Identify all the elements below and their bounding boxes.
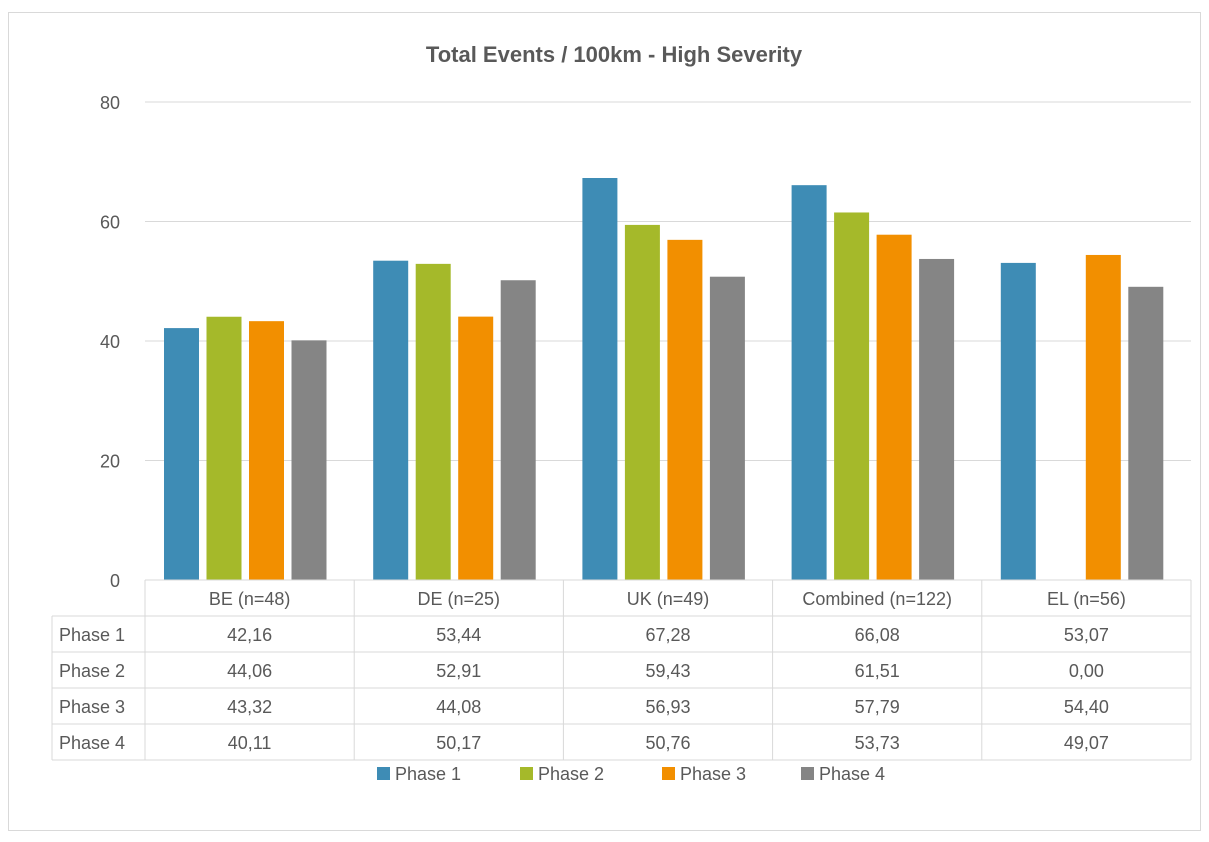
legend-label: Phase 3 xyxy=(680,764,746,784)
table-cell: 56,93 xyxy=(645,697,690,717)
table-cell: 57,79 xyxy=(855,697,900,717)
table-cell: 44,08 xyxy=(436,697,481,717)
table-cell: 53,07 xyxy=(1064,625,1109,645)
category-label: EL (n=56) xyxy=(1047,589,1126,609)
bar-phase-1 xyxy=(791,185,827,580)
table-cell: 44,06 xyxy=(227,661,272,681)
table-cell: 59,43 xyxy=(645,661,690,681)
y-tick-label: 80 xyxy=(100,93,120,113)
chart-border xyxy=(8,12,1201,831)
bar-phase-1 xyxy=(1000,262,1036,580)
bar-phase-1 xyxy=(582,178,618,580)
table-row-label: Phase 3 xyxy=(59,697,125,717)
bar-phase-1 xyxy=(164,328,199,580)
table-cell: 53,44 xyxy=(436,625,481,645)
table-cell: 50,17 xyxy=(436,733,481,753)
category-label: DE (n=25) xyxy=(418,589,501,609)
table-cell: 42,16 xyxy=(227,625,272,645)
table-cell: 50,76 xyxy=(645,733,690,753)
bar-phase-2 xyxy=(415,263,451,580)
bar-phase-4 xyxy=(291,340,327,580)
bar-phase-1 xyxy=(373,260,409,580)
table-cell: 66,08 xyxy=(855,625,900,645)
table-row-label: Phase 1 xyxy=(59,625,125,645)
bar-phase-3 xyxy=(667,239,703,580)
bar-phase-2 xyxy=(206,316,242,580)
bar-phase-3 xyxy=(1085,254,1121,580)
table-cell: 43,32 xyxy=(227,697,272,717)
legend-label: Phase 1 xyxy=(395,764,461,784)
table-row-label: Phase 2 xyxy=(59,661,125,681)
bar-phase-3 xyxy=(458,316,494,580)
legend-swatch xyxy=(520,767,533,780)
bar-phase-2 xyxy=(834,212,870,580)
table-cell: 61,51 xyxy=(855,661,900,681)
bar-phase-4 xyxy=(709,276,745,580)
bar-phase-3 xyxy=(876,234,912,580)
bar-phase-2 xyxy=(624,224,660,580)
category-label: UK (n=49) xyxy=(627,589,710,609)
legend-label: Phase 2 xyxy=(538,764,604,784)
y-tick-label: 0 xyxy=(110,571,120,591)
table-cell: 0,00 xyxy=(1069,661,1104,681)
legend-swatch xyxy=(801,767,814,780)
category-label: BE (n=48) xyxy=(209,589,291,609)
table-cell: 40,11 xyxy=(228,733,272,753)
bar-phase-4 xyxy=(500,280,536,580)
table-cell: 52,91 xyxy=(436,661,481,681)
table-cell: 49,07 xyxy=(1064,733,1109,753)
table-cell: 54,40 xyxy=(1064,697,1109,717)
y-tick-label: 60 xyxy=(100,213,120,233)
chart-title: Total Events / 100km - High Severity xyxy=(426,42,803,67)
legend-swatch xyxy=(377,767,390,780)
legend-label: Phase 4 xyxy=(819,764,885,784)
bar-phase-4 xyxy=(1128,286,1164,580)
table-row-label: Phase 4 xyxy=(59,733,125,753)
y-tick-label: 40 xyxy=(100,332,120,352)
bar-phase-3 xyxy=(249,321,284,580)
table-cell: 53,73 xyxy=(855,733,900,753)
bar-phase-4 xyxy=(919,258,955,580)
legend-swatch xyxy=(662,767,675,780)
y-tick-label: 20 xyxy=(100,452,120,472)
table-cell: 67,28 xyxy=(645,625,690,645)
category-label: Combined (n=122) xyxy=(802,589,952,609)
